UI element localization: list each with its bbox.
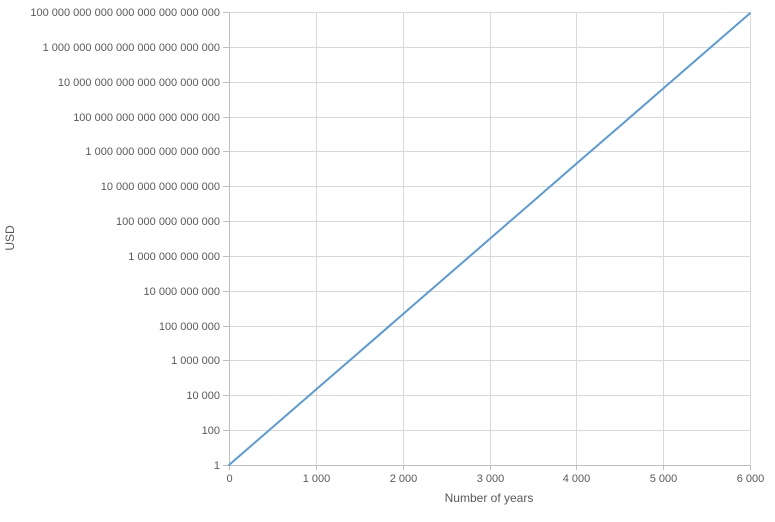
y-tick-label: 100 000 000 000 000 000 000 [73, 112, 220, 124]
y-axis-tick-labels: 1 100 10 000 1 000 000 100 000 000 10 000 000… [30, 7, 220, 472]
data-series [228, 12, 751, 466]
x-tick-label: 1 000 [303, 473, 331, 485]
y-tick-label: 100 000 000 000 000 [116, 216, 220, 228]
y-tick-label: 10 000 000 000 [144, 286, 220, 298]
x-axis-tick-marks [229, 465, 751, 470]
y-tick-label: 1 000 000 000 000 000 000 [85, 146, 220, 158]
y-tick-label: 10 000 000 000 000 000 [101, 181, 220, 193]
y-tick-label: 100 000 000 000 000 000 000 000 000 [30, 7, 220, 19]
x-tick-label: 6 000 [737, 473, 765, 485]
x-tick-label: 3 000 [477, 473, 505, 485]
vertical-gridlines [316, 12, 751, 465]
y-tick-label: 1 000 000 [171, 355, 220, 367]
y-tick-label: 10 000 000 000 000 000 000 000 [58, 77, 220, 89]
y-tick-label: 10 000 [186, 390, 220, 402]
y-axis-tick-marks [223, 12, 229, 466]
y-tick-label: 1 000 000 000 000 [128, 251, 220, 263]
y-tick-label: 1 [214, 460, 220, 472]
y-tick-label: 1 000 000 000 000 000 000 000 000 [43, 42, 220, 54]
x-axis-tick-labels: 0 1 000 2 000 3 000 4 000 5 000 6 000 [226, 473, 764, 485]
x-axis-title: Number of years [445, 491, 534, 505]
data-series-line [228, 12, 751, 466]
y-axis-title: USD [3, 225, 17, 251]
x-tick-label: 4 000 [563, 473, 591, 485]
x-tick-label: 2 000 [390, 473, 418, 485]
y-tick-label: 100 000 000 [159, 321, 220, 333]
y-tick-label: 100 [202, 425, 220, 437]
x-tick-label: 5 000 [650, 473, 678, 485]
x-tick-label: 0 [226, 473, 232, 485]
